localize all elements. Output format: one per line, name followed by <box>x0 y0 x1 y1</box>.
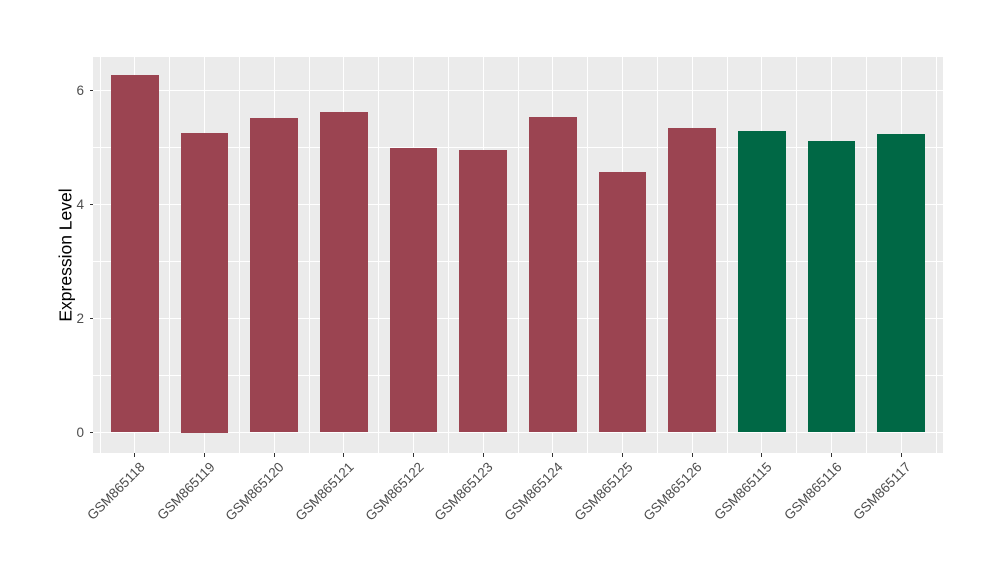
x-tick-label: GSM865126 <box>640 459 706 524</box>
y-tick <box>89 204 93 205</box>
bar <box>529 116 577 433</box>
x-tick <box>343 453 345 457</box>
gridline-minor-v <box>657 57 658 453</box>
x-tick <box>552 453 554 457</box>
bar <box>668 127 716 433</box>
x-tick <box>622 453 623 457</box>
x-tick-label: GSM865119 <box>153 459 218 523</box>
x-tick-label: GSM865118 <box>84 459 148 523</box>
y-tick <box>89 432 93 433</box>
x-tick <box>691 453 693 457</box>
y-tick <box>89 90 93 91</box>
bar <box>111 75 159 433</box>
x-tick-label: GSM865120 <box>222 459 288 524</box>
x-tick-label: GSM865121 <box>292 459 357 524</box>
gridline-minor-v <box>726 57 728 453</box>
gridline-minor-v <box>517 57 519 453</box>
gridline-minor-v <box>866 57 867 453</box>
x-tick-label: GSM865116 <box>780 459 845 523</box>
x-tick-label: GSM865125 <box>571 459 636 524</box>
x-tick <box>761 453 763 457</box>
x-tick <box>203 453 205 457</box>
bar <box>807 141 856 433</box>
x-tick-label: GSM865115 <box>711 459 775 523</box>
gridline-minor-v <box>239 57 240 453</box>
gridline-minor-v <box>308 57 310 453</box>
y-tick-label: 4 <box>76 197 84 212</box>
y-tick-label: 2 <box>76 311 84 326</box>
gridline-minor-v <box>587 57 588 453</box>
gridline-minor-v <box>169 57 170 453</box>
x-tick <box>482 453 484 457</box>
bar <box>459 149 507 433</box>
y-tick-label: 0 <box>76 425 84 440</box>
x-tick <box>831 453 833 457</box>
y-tick <box>89 318 93 319</box>
gridline-minor-v <box>378 57 379 453</box>
bar <box>250 118 298 433</box>
bar <box>598 172 647 433</box>
gridline-minor-v <box>935 57 937 453</box>
x-tick-label: GSM865123 <box>431 459 497 524</box>
x-tick-label: GSM865124 <box>501 459 566 524</box>
x-tick <box>134 453 136 457</box>
plot-panel <box>93 57 943 453</box>
x-tick <box>900 453 902 457</box>
x-tick <box>273 453 275 457</box>
bar <box>180 133 229 433</box>
x-tick-label: GSM865122 <box>362 459 427 524</box>
gridline-minor-v <box>448 57 449 453</box>
y-tick-label: 6 <box>76 83 84 98</box>
x-tick-label: GSM865117 <box>850 459 915 523</box>
bar <box>320 111 368 433</box>
y-axis-title: Expression Level <box>55 188 76 322</box>
gridline-minor-v <box>796 57 797 453</box>
bar <box>877 133 925 433</box>
gridline-minor-v <box>99 57 101 453</box>
bar <box>389 148 438 433</box>
x-tick <box>412 453 414 457</box>
bar <box>738 130 786 433</box>
